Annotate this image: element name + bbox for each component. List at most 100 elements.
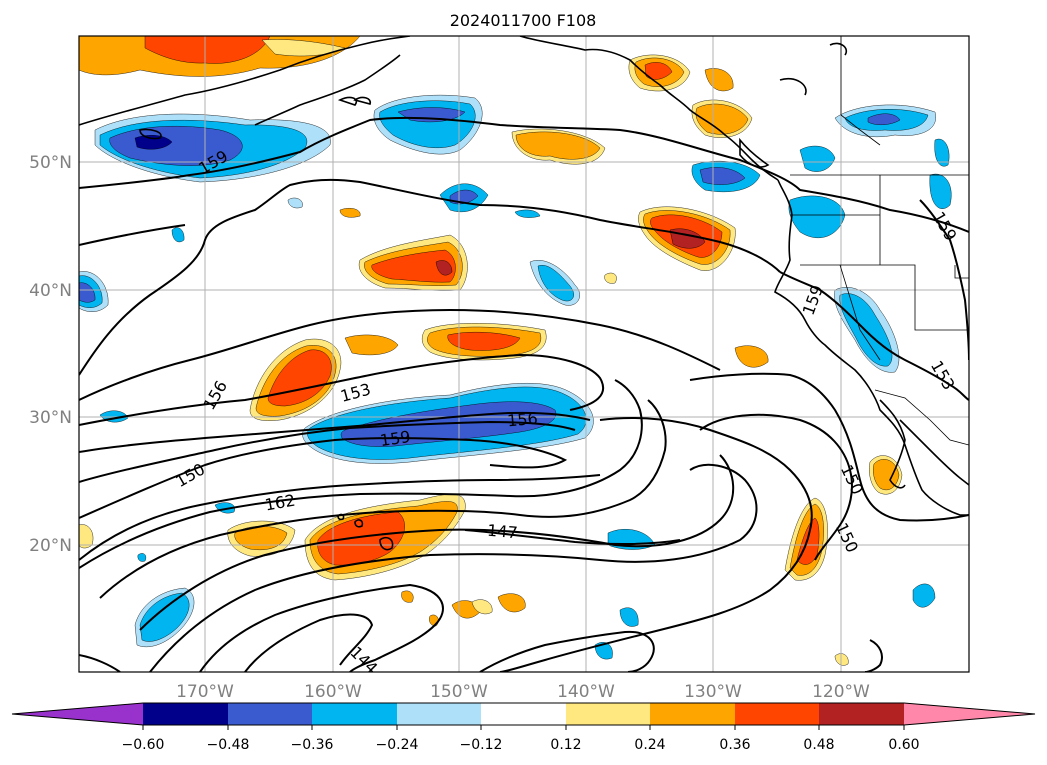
negative-anomaly-49n-119w <box>799 145 836 172</box>
lon-label-120w: 120°W <box>812 682 870 702</box>
negative-anomaly-52n-125w-core <box>867 113 901 125</box>
map-title: 2024011700 F108 <box>450 11 597 30</box>
contour-150-east <box>499 417 813 672</box>
us-west-coast <box>774 179 969 516</box>
colorbar-extend-high <box>904 703 1035 725</box>
lat-label-40n: 40°N <box>29 281 72 301</box>
lat-label-20n: 20°N <box>29 536 72 556</box>
colorbar-label-6: 0.12 <box>550 737 581 753</box>
positive-anomaly-21n-160w-strong <box>317 511 405 566</box>
contour-jet-150 <box>79 437 568 519</box>
hawaii-maui <box>354 519 364 528</box>
positive-anomaly-14n-145w <box>471 599 493 615</box>
contour-150-southwest <box>79 654 121 672</box>
contour-156-east <box>689 372 969 522</box>
alaska-islands <box>337 96 372 106</box>
vancouver-island <box>739 137 770 168</box>
negative-anomaly-14n-140w <box>619 607 639 627</box>
positive-anomaly-14n-155w <box>401 590 414 603</box>
contour-jet-159 <box>79 420 576 483</box>
colorbar-segment-9 <box>819 703 904 725</box>
negative-anomaly-rockies-2 <box>934 138 950 167</box>
lon-label-160w: 160°W <box>304 682 362 702</box>
negative-anomaly-40n-142w-mid <box>537 265 574 302</box>
coastlines <box>79 36 969 551</box>
colorbar-extend-low <box>12 703 143 725</box>
negative-anomaly-small-1 <box>171 227 185 243</box>
contour-159-east <box>919 199 969 361</box>
colorbar-label-7: 0.24 <box>634 737 665 753</box>
positive-anomaly-14n-147w <box>497 593 526 613</box>
colorbar-segment-5 <box>481 703 566 725</box>
contour-156-north <box>79 178 781 376</box>
contour-159-coast <box>779 271 969 401</box>
negative-anomaly-12n-140w <box>594 642 613 660</box>
positive-anomaly-bc-coast-mid <box>695 103 749 135</box>
negative-anomaly-coast-45n <box>788 195 846 239</box>
positive-anomaly-50n-140w-mid <box>515 131 601 160</box>
baja-coast <box>879 399 906 489</box>
positive-anomaly-36n-150w-strong <box>447 332 521 351</box>
negative-anomaly-small-4 <box>514 209 541 218</box>
colorbar-segment-7 <box>650 703 735 725</box>
map-panel: 159 156 153 150 162 147 144 156 159 159 … <box>79 36 969 672</box>
colorbar-label-5: −0.12 <box>460 737 503 753</box>
contour-label-159-jet: 159 <box>379 427 412 450</box>
contour-jet-147b <box>99 399 667 599</box>
state-borders-west <box>790 175 969 361</box>
contour-144-inner <box>199 583 444 672</box>
hawaii-big-island <box>379 536 394 551</box>
colorbar-segment-8 <box>735 703 819 725</box>
positive-anomaly-small-2 <box>604 272 617 284</box>
colorbar-label-4: −0.24 <box>376 737 419 753</box>
colorbar-segment-1 <box>143 703 228 725</box>
positive-anomaly-35n-158w <box>344 334 399 356</box>
political-borders <box>790 36 969 446</box>
contour-153-east <box>699 413 853 561</box>
colorbar-label-3: −0.36 <box>291 737 334 753</box>
positive-anomaly-42n-152w-strong <box>371 249 456 283</box>
us-mexico-border <box>874 389 969 446</box>
negative-anomaly-15n-167w-mid <box>139 592 190 642</box>
lat-label-50n: 50°N <box>29 153 72 173</box>
contour-jet-156 <box>79 411 591 453</box>
contour-153 <box>79 308 721 401</box>
lon-label-140w: 140°W <box>557 682 615 702</box>
colorbar-label-8: 0.36 <box>719 737 750 753</box>
contour-156-west <box>79 224 186 246</box>
contour-jet-153 <box>79 353 605 426</box>
map-frame <box>78 35 970 673</box>
height-contours <box>79 116 969 672</box>
lon-label-150w: 150°W <box>430 682 488 702</box>
negative-anomaly-west-40n-core <box>79 282 96 303</box>
negative-anomaly-47n-core <box>449 189 479 205</box>
colorbar: −0.60 −0.48 −0.36 −0.24 −0.12 0.12 0.24 … <box>11 702 1036 753</box>
kamchatka-island <box>139 128 162 140</box>
contour-jet-162 <box>79 474 601 561</box>
colorbar-label-1: −0.60 <box>122 737 165 753</box>
colorbar-label-9: 0.48 <box>803 737 834 753</box>
colorbar-label-10: 0.60 <box>888 737 919 753</box>
lon-label-170w: 170°W <box>176 682 234 702</box>
negative-anomaly-small-5 <box>137 553 147 562</box>
longitude-labels: 170°W 160°W 150°W 140°W 130°W 120°W <box>176 682 870 702</box>
contour-159-north <box>79 116 969 233</box>
positive-anomaly-42n-152w-core <box>435 260 453 276</box>
negative-anomaly-west-50n-deep <box>134 135 173 150</box>
canada-islands-east <box>779 42 848 96</box>
alaska-canada-border <box>840 36 881 146</box>
colorbar-segment-3 <box>312 703 397 725</box>
colorbar-label-2: −0.48 <box>207 737 250 753</box>
contour-label-147: 147 <box>486 521 518 543</box>
latitude-labels: 50°N 40°N 30°N 20°N <box>29 153 72 556</box>
contour-jet-147a <box>79 379 643 569</box>
colorbar-ticks <box>142 725 905 730</box>
negative-anomaly-sw-mexico <box>912 583 936 608</box>
negative-anomaly-rockies <box>929 173 952 209</box>
contour-144 <box>149 463 758 672</box>
alaska-peninsula-coast <box>79 36 411 126</box>
positive-anomaly-small-3 <box>734 345 769 368</box>
mexico-coast <box>899 419 969 486</box>
lon-label-130w: 130°W <box>684 682 742 702</box>
